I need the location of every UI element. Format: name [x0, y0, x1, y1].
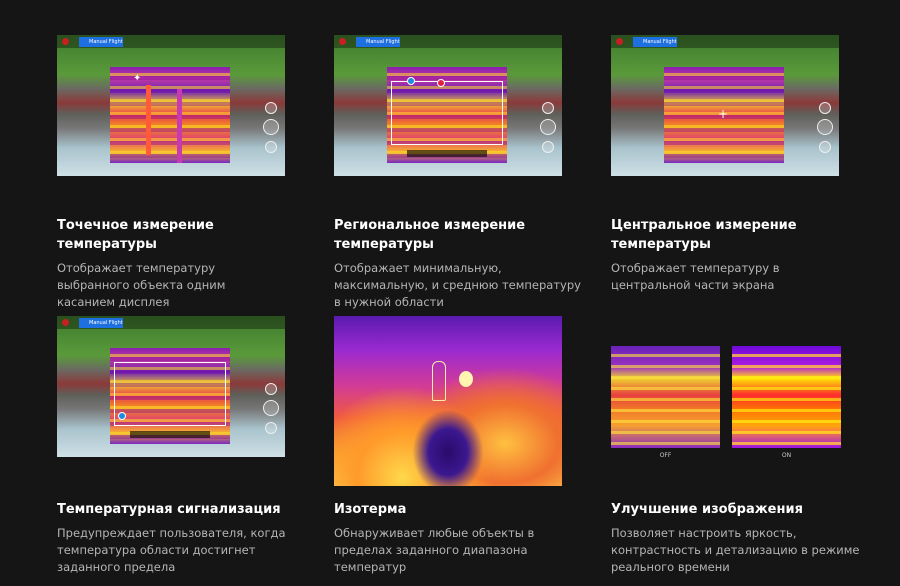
record-icon: [62, 38, 69, 45]
playback-button[interactable]: [819, 141, 831, 153]
crosshair-icon: ✦: [133, 73, 142, 84]
feature-desc: Обнаруживает любые объекты в пределах за…: [334, 526, 535, 574]
feature-enhancement: Улучшение изображения Позволяет настроит…: [611, 500, 861, 576]
feature-region: Региональное измерение температуры Отобр…: [334, 216, 584, 311]
feature-title: Изотерма: [334, 502, 407, 517]
center-crosshair-icon: +: [718, 107, 729, 121]
temperature-readout: [130, 431, 210, 438]
temperature-readout: [407, 150, 487, 157]
playback-button[interactable]: [265, 422, 277, 434]
max-temp-marker: [437, 79, 445, 87]
spot-measurement-screenshot: Manual Flight ✦: [57, 35, 285, 176]
pole: [177, 89, 182, 163]
thermal-overlay: +: [664, 67, 784, 163]
record-icon: [616, 38, 623, 45]
feature-desc: Отображает минимальную, максимальную, и …: [334, 261, 581, 309]
playback-button[interactable]: [265, 141, 277, 153]
feature-desc: Отображает температуру в центральной час…: [611, 261, 780, 292]
shutter-button[interactable]: [817, 119, 833, 135]
camera-switch-button[interactable]: [819, 102, 831, 114]
playback-button[interactable]: [542, 141, 554, 153]
record-icon: [62, 319, 69, 326]
shutter-button[interactable]: [263, 119, 279, 135]
isotherm-image: [334, 316, 562, 486]
feature-center: Центральное измерение температуры Отобра…: [611, 216, 861, 294]
alarm-region[interactable]: [114, 362, 226, 426]
min-temp-marker: [118, 412, 126, 420]
enhancement-on-image: [732, 346, 841, 448]
measurement-region[interactable]: [391, 81, 503, 145]
shutter-button[interactable]: [540, 119, 556, 135]
camera-switch-button[interactable]: [265, 383, 277, 395]
flight-mode-badge: Manual Flight: [79, 37, 123, 47]
flight-mode-badge: Manual Flight: [79, 318, 123, 328]
feature-desc: Предупреждает пользователя, когда темпер…: [57, 526, 286, 574]
shutter-button[interactable]: [263, 400, 279, 416]
flight-mode-badge: Manual Flight: [356, 37, 400, 47]
camera-switch-button[interactable]: [542, 102, 554, 114]
feature-title: Центральное измерение температуры: [611, 218, 797, 252]
enhancement-off-image: [611, 346, 720, 448]
person-figure: [432, 361, 446, 401]
feature-alarm: Температурная сигнализация Предупреждает…: [57, 500, 307, 576]
feature-title: Региональное измерение температуры: [334, 218, 526, 252]
feature-title: Температурная сигнализация: [57, 502, 281, 517]
feature-desc: Позволяет настроить яркость, контрастнос…: [611, 526, 860, 574]
region-measurement-screenshot: Manual Flight: [334, 35, 562, 176]
on-label: ON: [781, 452, 792, 459]
flight-mode-badge: Manual Flight: [633, 37, 677, 47]
off-label: OFF: [659, 452, 672, 459]
camera-switch-button[interactable]: [265, 102, 277, 114]
feature-spot: Точечное измерение температуры Отображае…: [57, 216, 307, 311]
pole: [146, 85, 151, 155]
min-temp-marker: [407, 77, 415, 85]
thermal-overlay: [110, 348, 230, 444]
feature-desc: Отображает температуру выбранного объект…: [57, 261, 226, 309]
feature-title: Точечное измерение температуры: [57, 218, 214, 252]
feature-title: Улучшение изображения: [611, 502, 803, 517]
hot-object: [459, 371, 473, 387]
thermal-overlay: [387, 67, 507, 163]
thermal-overlay: ✦: [110, 67, 230, 163]
feature-isotherm: Изотерма Обнаруживает любые объекты в пр…: [334, 500, 584, 576]
center-measurement-screenshot: Manual Flight +: [611, 35, 839, 176]
alarm-screenshot: Manual Flight: [57, 316, 285, 457]
record-icon: [339, 38, 346, 45]
